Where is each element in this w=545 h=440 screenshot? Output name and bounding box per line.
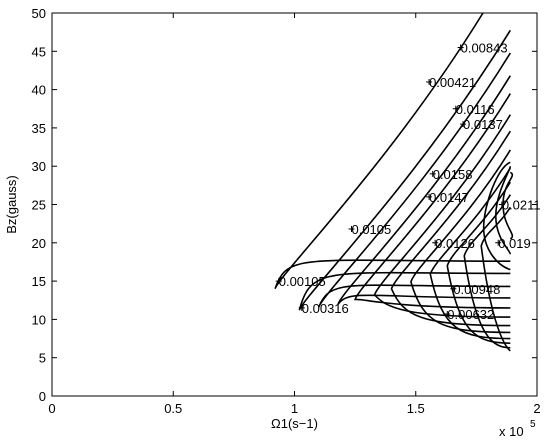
contour-label: 0.0126 (435, 236, 475, 251)
label-cross-marker (429, 170, 436, 177)
contour-line (274, 12, 511, 290)
contour-label: 0.0137 (463, 117, 503, 132)
y-tick-label: 40 (32, 83, 46, 98)
contour-line (354, 93, 512, 309)
contour-label: 0.0147 (429, 190, 469, 205)
contour-label: 0.019 (498, 236, 531, 251)
y-tick-label: 30 (32, 159, 46, 174)
label-cross-marker (426, 78, 433, 85)
label-cross-marker (452, 105, 459, 112)
contour-line-inner (482, 161, 511, 271)
contour-lines (274, 12, 514, 352)
y-tick-label: 5 (39, 351, 46, 366)
contour-line (480, 206, 512, 352)
label-cross-marker (426, 193, 433, 200)
label-cross-marker (450, 285, 457, 292)
contour-line (317, 52, 512, 308)
y-tick-label: 45 (32, 44, 46, 59)
contour-label: 0.00421 (429, 75, 476, 90)
y-tick-label: 50 (32, 6, 46, 21)
contour-label: 0.0211 (502, 198, 541, 213)
y-tick-label: 15 (32, 274, 46, 289)
label-cross-marker (498, 201, 505, 208)
y-tick-label: 35 (32, 121, 46, 136)
label-cross-marker (457, 44, 464, 51)
contour-line (463, 194, 512, 349)
contour-label: 0.0116 (456, 102, 495, 117)
x-axis-multiplier-exponent: 5 (530, 419, 536, 430)
contour-label: 0.00843 (461, 40, 508, 55)
x-axis-label: Ω1(s−1) (271, 416, 318, 431)
contour-line (390, 130, 512, 327)
y-axis-label: Bz(gauss) (4, 175, 19, 234)
contour-line (337, 75, 512, 305)
y-axis-ticks: 0 5 10 15 20 25 30 35 40 45 50 (32, 6, 537, 404)
contour-label: 0.00632 (447, 307, 494, 322)
x-tick-label: 0.5 (164, 401, 182, 416)
label-cross-marker (444, 311, 451, 318)
label-cross-marker (460, 121, 467, 128)
contour-labels: 0.00105 0.00316 0.0105 0.0126 0.0147 0.0158 0.… (279, 40, 541, 322)
x-axis-ticks: 0 0.5 1 1.5 2 (48, 13, 541, 416)
x-tick-label: 1.5 (407, 401, 425, 416)
x-tick-label: 0 (48, 401, 55, 416)
y-tick-label: 0 (39, 389, 46, 404)
y-tick-label: 10 (32, 312, 46, 327)
x-tick-label: 2 (533, 401, 540, 416)
contour-line (298, 29, 512, 311)
x-axis-multiplier: x 10 (499, 424, 524, 439)
contour-label: 0.00105 (279, 274, 326, 289)
y-tick-label: 20 (32, 236, 46, 251)
contour-label: 0.00316 (302, 301, 349, 316)
contour-line (429, 167, 512, 340)
label-cross-marker (298, 304, 305, 311)
x-tick-label: 1 (291, 401, 298, 416)
contour-label: 0.0158 (433, 167, 473, 182)
label-cross-marker (275, 278, 282, 285)
label-cross-marker (432, 239, 439, 246)
contour-label: 0.0105 (351, 222, 391, 237)
label-cross-marker (495, 239, 502, 246)
label-cross-marker (348, 226, 355, 233)
y-tick-label: 25 (32, 198, 46, 213)
label-markers (275, 44, 505, 318)
contour-line-inner (494, 166, 512, 255)
contour-label: 0.00948 (453, 282, 500, 297)
